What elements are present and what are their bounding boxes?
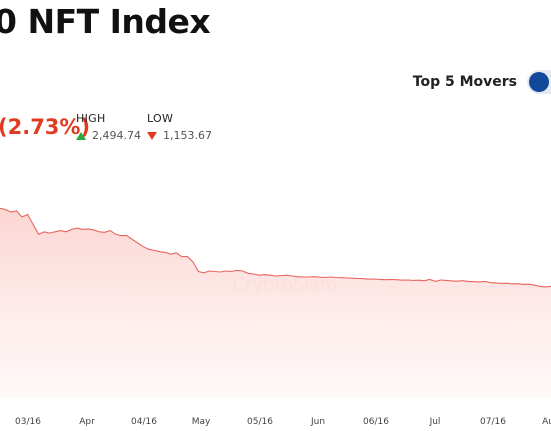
toggle-knob (529, 72, 549, 92)
top-movers-toggle[interactable]: Top 5 Movers (413, 70, 551, 94)
x-tick-label: 06/16 (363, 417, 389, 427)
low-value: 1,153.67 (163, 129, 212, 142)
chart-series-line (0, 207, 551, 288)
toggle-switch[interactable] (527, 70, 551, 94)
x-tick-label: Apr (79, 417, 95, 427)
x-tick-label: 05/16 (247, 417, 273, 427)
index-chart[interactable]: CryptoSlam 03/16Apr04/16May05/16Jun06/16… (0, 150, 551, 431)
x-tick-label: Jun (310, 417, 325, 427)
low-label: LOW (147, 112, 174, 125)
top-movers-label: Top 5 Movers (412, 74, 517, 90)
x-tick-label: Jul (429, 417, 441, 427)
high-value: 2,494.74 (92, 129, 141, 142)
x-axis: 03/16 Apr 04/16 May 05/16 Jun 06/16 Jul 07/16 Au (15, 417, 551, 427)
x-tick-label: Au (542, 417, 551, 427)
high-value-row: 2,494.74 (76, 129, 141, 142)
low-value-row: 1,153.67 (147, 129, 212, 142)
page-title: 0 NFT Index (0, 2, 211, 41)
x-tick-label: 04/16 (131, 417, 157, 427)
high-stat: HIGH 2,494.74 (76, 112, 141, 142)
chart-area-fill (0, 208, 551, 398)
x-tick-label: 03/16 (15, 417, 41, 427)
x-tick-label: 07/16 (480, 417, 506, 427)
x-tick-label: May (192, 417, 211, 427)
up-arrow-icon (76, 131, 86, 140)
low-stat: LOW 1,153.67 (147, 112, 212, 142)
high-label: HIGH (76, 112, 106, 125)
down-arrow-icon (147, 131, 157, 140)
